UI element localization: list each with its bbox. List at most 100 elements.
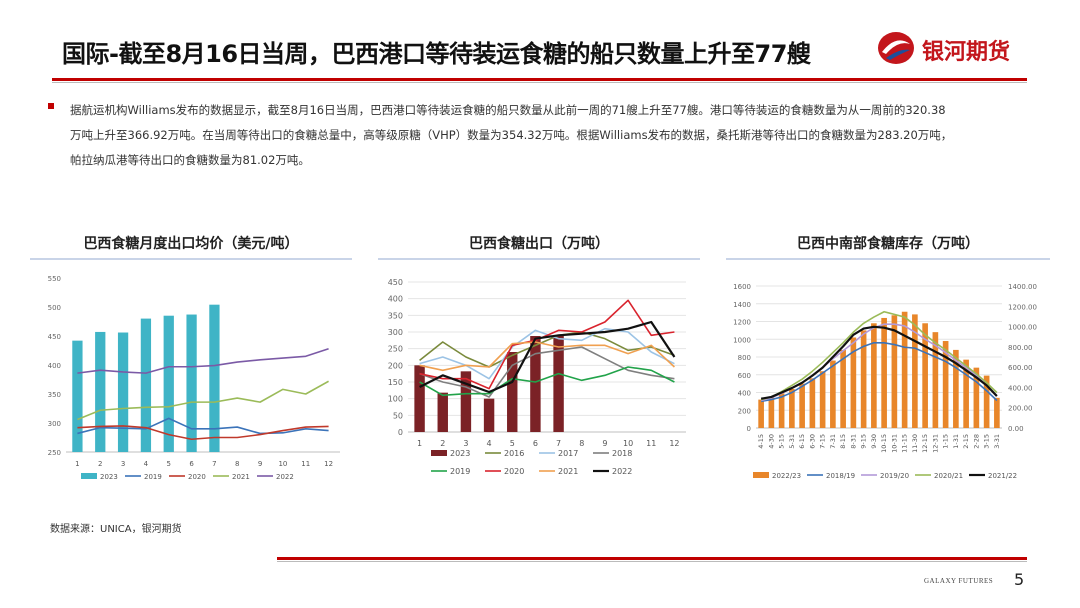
x-tick-label: 12 <box>324 460 333 468</box>
x-tick-label: 3 <box>121 460 125 468</box>
legend-label: 2021 <box>558 467 578 476</box>
x-tick-label: 7-31 <box>829 434 837 449</box>
y-right-tick-label: 1200.00 <box>1008 303 1037 311</box>
legend-label: 2020 <box>188 473 206 481</box>
x-tick-label: 12-15 <box>921 434 929 453</box>
bar <box>963 359 969 428</box>
legend-label: 2022 <box>276 473 294 481</box>
bar <box>881 317 887 428</box>
legend-label: 2022/23 <box>772 472 801 480</box>
bar <box>72 340 83 452</box>
x-tick-label: 5 <box>510 439 515 448</box>
y-right-tick-label: 200.00 <box>1008 405 1033 413</box>
bar <box>819 371 826 428</box>
footer-brand: GALAXY FUTURES <box>924 577 994 585</box>
chart-title-rule <box>30 258 352 260</box>
bar <box>768 396 775 428</box>
data-source: 数据来源：UNICA，银河期货 <box>50 524 182 535</box>
x-tick-label: 11-15 <box>901 434 909 453</box>
x-tick-label: 11-30 <box>911 434 919 453</box>
bullet-square-icon <box>48 103 54 109</box>
series-line <box>419 299 675 390</box>
y-tick-label: 500 <box>48 304 61 312</box>
x-tick-label: 11 <box>646 439 656 448</box>
bar <box>163 315 174 452</box>
x-tick-label: 12-31 <box>931 434 939 453</box>
y-tick-label: 550 <box>48 275 61 283</box>
bar <box>483 398 495 432</box>
x-tick-label: 6-15 <box>798 434 806 449</box>
series-line <box>77 380 329 421</box>
bar <box>891 315 898 428</box>
series-line <box>419 320 676 394</box>
legend-label: 2018 <box>612 449 632 458</box>
legend-label: 2023 <box>100 473 118 481</box>
footer-rule-secondary <box>277 561 1027 562</box>
y-tick-label: 350 <box>388 311 403 320</box>
series-line <box>419 346 675 398</box>
y-tick-label: 1200 <box>733 319 751 327</box>
bar <box>799 383 805 428</box>
y-right-tick-label: 1400.00 <box>1008 283 1037 291</box>
bar <box>830 360 836 428</box>
y-tick-label: 1400 <box>733 301 751 309</box>
series-line <box>77 417 329 435</box>
bar <box>942 341 949 428</box>
bar <box>414 365 425 432</box>
x-tick-label: 2-28 <box>972 434 980 449</box>
legend-label: 2019 <box>144 473 162 481</box>
legend-label: 2021 <box>232 473 250 481</box>
legend-label: 2019 <box>450 467 470 476</box>
bar <box>983 375 990 428</box>
y-tick-label: 50 <box>393 411 403 420</box>
y-tick-label: 1000 <box>733 336 751 344</box>
x-tick-label: 2 <box>98 460 102 468</box>
x-tick-label: 4 <box>487 439 492 448</box>
bar <box>778 393 785 428</box>
y-tick-label: 600 <box>738 372 751 380</box>
x-tick-label: 8 <box>579 439 584 448</box>
y-tick-label: 300 <box>388 328 403 337</box>
bar <box>117 332 129 452</box>
bar <box>953 349 959 428</box>
summary-line-3: 帕拉纳瓜港等待出口的食糖数量为81.02万吨。 <box>70 153 310 167</box>
chart-title-rule <box>726 258 1050 260</box>
page-number: 5 <box>1014 570 1025 589</box>
legend-label: 2019/20 <box>880 472 909 480</box>
x-tick-label: 10-15 <box>880 434 888 453</box>
y-right-tick-label: 800.00 <box>1008 344 1033 352</box>
y-tick-label: 400 <box>738 390 751 398</box>
chart-title-rule <box>378 258 700 260</box>
y-tick-label: 400 <box>388 295 403 304</box>
bar <box>871 323 877 428</box>
y-right-tick-label: 1000.00 <box>1008 324 1037 332</box>
page-title: 国际-截至8月16日当周，巴西港口等待装运食糖的船只数量上升至77艘 <box>62 40 811 68</box>
bar <box>95 331 106 452</box>
legend-label: 2020 <box>504 467 524 476</box>
y-tick-label: 0 <box>398 428 403 437</box>
bar <box>809 378 816 428</box>
logo-text: 银河期货 <box>922 40 1011 65</box>
x-tick-label: 2-15 <box>962 434 970 449</box>
legend-label: 2023 <box>450 449 470 458</box>
bar <box>186 314 197 452</box>
x-tick-label: 5 <box>167 460 171 468</box>
footer-rule <box>277 557 1027 560</box>
legend-label: 2021/22 <box>988 472 1017 480</box>
x-tick-label: 3-15 <box>983 434 991 449</box>
y-tick-label: 0 <box>747 425 751 433</box>
x-tick-label: 8-15 <box>839 434 847 449</box>
chart-title: 巴西食糖出口（万吨） <box>469 236 609 252</box>
x-tick-label: 5-15 <box>778 434 786 449</box>
bar <box>507 352 518 432</box>
y-tick-label: 200 <box>738 407 751 415</box>
x-tick-label: 4-30 <box>767 434 775 449</box>
chart-title: 巴西中南部食糖库存（万吨） <box>797 236 979 252</box>
x-tick-label: 10 <box>278 460 287 468</box>
x-tick-label: 9-15 <box>860 434 868 449</box>
y-tick-label: 400 <box>48 362 61 370</box>
x-tick-label: 12 <box>669 439 679 448</box>
x-tick-label: 9 <box>602 439 607 448</box>
bar <box>789 388 795 428</box>
summary-text: 据航运机构Williams发布的数据显示，截至8月16日当周，巴西港口等待装运食… <box>70 98 1038 173</box>
